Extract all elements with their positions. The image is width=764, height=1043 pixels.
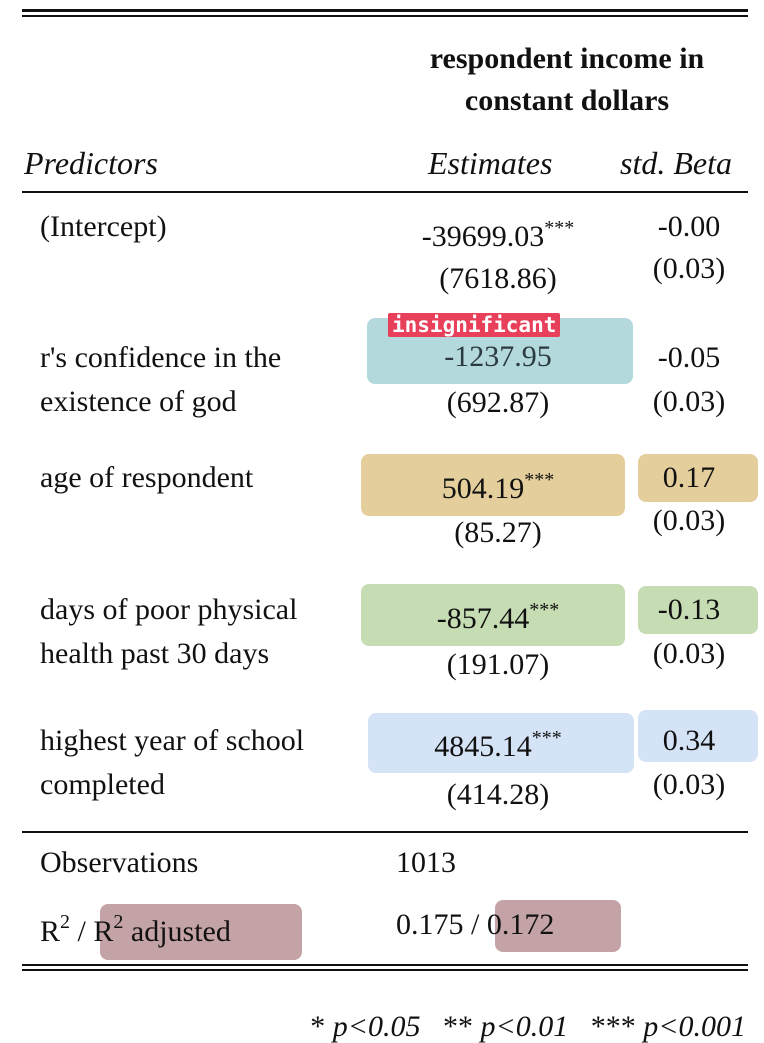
footnote-p01-stars: ** — [443, 1010, 473, 1043]
r2-base: R — [40, 915, 61, 948]
r2-adjusted-superscript: 2 — [113, 911, 124, 933]
highlight-school-beta — [638, 710, 758, 762]
row-health-beta: -0.13 — [657, 593, 721, 626]
r2-superscript: 2 — [60, 911, 71, 933]
column-header-std-beta: std. Beta — [620, 145, 732, 181]
row-intercept-label: (Intercept) — [40, 210, 167, 243]
footnote-p001-stars: *** — [590, 1010, 636, 1043]
bottom-double-rule-2 — [22, 969, 748, 971]
r2-value-separator: / — [463, 908, 487, 941]
observations-value: 1013 — [396, 846, 456, 879]
highlight-r2-adjusted-value — [495, 900, 621, 952]
estimate-value: 504.19 — [441, 472, 525, 505]
significance-stars: *** — [531, 727, 562, 749]
top-double-rule-1 — [22, 9, 748, 12]
header-rule — [22, 191, 748, 193]
r2-separator: / — [70, 915, 94, 948]
row-school-label-line2: completed — [40, 768, 165, 801]
highlight-age-estimate — [361, 454, 625, 516]
row-health-label-line1: days of poor physical — [40, 593, 298, 626]
highlight-age-beta — [638, 454, 758, 502]
stats-rule — [22, 831, 748, 833]
row-age-beta-se: (0.03) — [652, 504, 726, 537]
top-double-rule-2 — [22, 15, 748, 17]
highlight-health-estimate — [361, 584, 625, 646]
dependent-variable-line2: constant dollars — [464, 84, 670, 117]
row-school-se: (414.28) — [446, 778, 550, 811]
row-intercept-estimate: -39699.03*** — [396, 218, 600, 253]
row-school-beta-se: (0.03) — [652, 768, 726, 801]
footnote-p01-text: p<0.01 — [480, 1010, 569, 1043]
significance-stars: *** — [524, 469, 555, 491]
row-confidence-se: (692.87) — [446, 386, 550, 419]
row-confidence-beta-se: (0.03) — [652, 385, 726, 418]
row-confidence-label-line2: existence of god — [40, 385, 237, 418]
significance-stars: *** — [544, 217, 575, 239]
footnote-p05-stars: * — [310, 1010, 326, 1043]
significance-stars: *** — [529, 599, 560, 621]
estimate-value: 4845.14 — [434, 730, 532, 763]
row-health-se: (191.07) — [446, 648, 550, 681]
row-age-estimate: 504.19*** — [396, 470, 600, 505]
dependent-variable-line1: respondent income in — [429, 42, 705, 75]
r2-adjusted-suffix: adjusted — [123, 915, 231, 948]
estimate-value: -39699.03 — [421, 220, 545, 253]
footnote-p05-text: p<0.05 — [332, 1010, 421, 1043]
row-confidence-label-line1: r's confidence in the — [40, 341, 282, 374]
row-school-beta: 0.34 — [662, 724, 716, 757]
highlight-health-beta — [638, 586, 758, 634]
significance-footnote: * p<0.05 ** p<0.01 *** p<0.001 — [295, 982, 746, 1042]
row-health-beta-se: (0.03) — [652, 637, 726, 670]
row-intercept-beta-se: (0.03) — [652, 252, 726, 285]
row-health-label-line2: health past 30 days — [40, 637, 270, 670]
estimate-value: -857.44 — [436, 602, 530, 635]
r2-values: 0.175 / 0.172 — [396, 910, 554, 940]
r2-adjusted-base: R — [93, 915, 114, 948]
highlight-r2-adjusted-label — [100, 904, 302, 960]
row-health-estimate: -857.44*** — [396, 600, 600, 635]
row-confidence-beta: -0.05 — [657, 341, 721, 374]
row-intercept-beta: -0.00 — [657, 210, 721, 243]
column-header-predictors: Predictors — [24, 145, 158, 181]
observations-label: Observations — [40, 846, 199, 879]
bottom-double-rule-1 — [22, 964, 748, 966]
row-age-label: age of respondent — [40, 461, 254, 494]
column-header-estimates: Estimates — [428, 145, 553, 181]
r2-adjusted-value: 0.172 — [486, 908, 555, 941]
r2-value: 0.175 — [396, 908, 464, 941]
footnote-p001-text: p<0.001 — [643, 1010, 746, 1043]
row-school-label-line1: highest year of school — [40, 724, 305, 757]
highlight-school-estimate — [368, 713, 634, 773]
insignificant-tag: insignificant — [388, 313, 561, 337]
row-school-estimate: 4845.14*** — [396, 728, 600, 763]
row-intercept-se: (7618.86) — [439, 262, 557, 295]
row-age-se: (85.27) — [454, 516, 542, 549]
r2-label: R2 / R2 adjusted — [40, 912, 231, 948]
row-age-beta: 0.17 — [662, 461, 716, 494]
row-confidence-estimate: -1237.95 — [444, 340, 552, 373]
